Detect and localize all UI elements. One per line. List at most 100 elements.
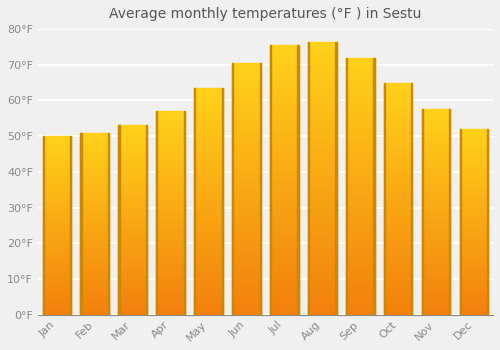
Bar xyxy=(80,238,109,240)
Bar xyxy=(270,261,298,264)
Bar xyxy=(156,311,185,313)
Bar xyxy=(194,174,223,176)
Bar xyxy=(270,256,298,258)
Bar xyxy=(194,299,223,301)
Bar xyxy=(194,217,223,219)
Bar xyxy=(308,274,336,276)
Bar xyxy=(232,202,260,204)
Bar xyxy=(384,175,412,178)
Bar xyxy=(194,242,223,244)
Bar xyxy=(308,159,336,162)
Bar xyxy=(194,127,223,129)
Bar xyxy=(80,216,109,218)
Bar xyxy=(80,153,109,154)
Bar xyxy=(460,159,488,161)
Bar xyxy=(42,163,71,165)
Bar xyxy=(118,203,147,205)
Bar xyxy=(42,158,71,159)
Bar xyxy=(422,188,450,189)
Bar xyxy=(42,190,71,191)
Bar xyxy=(156,160,185,162)
Bar xyxy=(232,211,260,214)
Bar xyxy=(346,207,374,209)
Bar xyxy=(80,308,109,309)
Bar xyxy=(384,313,412,315)
Bar xyxy=(156,278,185,280)
Bar xyxy=(270,290,298,293)
Bar xyxy=(346,68,374,70)
Bar xyxy=(308,72,336,74)
Bar xyxy=(384,173,412,175)
Bar xyxy=(422,272,450,274)
Bar xyxy=(460,218,488,220)
Bar xyxy=(308,134,336,137)
Bar xyxy=(270,296,298,299)
Bar xyxy=(384,122,412,124)
Bar xyxy=(118,212,147,215)
Bar xyxy=(308,296,336,299)
Bar xyxy=(118,237,147,239)
Bar xyxy=(422,165,450,167)
Bar xyxy=(118,296,147,298)
Bar xyxy=(232,108,260,111)
Bar xyxy=(194,179,223,181)
Bar xyxy=(156,115,185,117)
Bar xyxy=(346,173,374,176)
Bar xyxy=(232,156,260,159)
Bar xyxy=(80,166,109,167)
Bar xyxy=(42,251,71,252)
Bar xyxy=(232,80,260,83)
Bar xyxy=(194,115,223,118)
Bar xyxy=(270,247,298,250)
Bar xyxy=(422,183,450,186)
Bar xyxy=(270,156,298,159)
Bar xyxy=(80,282,109,284)
Bar xyxy=(232,280,260,282)
Bar xyxy=(346,204,374,207)
Bar xyxy=(346,274,374,276)
Bar xyxy=(270,180,298,183)
Bar xyxy=(460,198,488,199)
Bar xyxy=(384,303,412,306)
Bar xyxy=(80,257,109,258)
Bar xyxy=(146,126,147,315)
Bar xyxy=(232,206,260,209)
Bar xyxy=(460,177,488,179)
Bar xyxy=(384,266,412,268)
Bar xyxy=(422,235,450,237)
Bar xyxy=(346,142,374,145)
Bar xyxy=(346,186,374,189)
Bar xyxy=(422,163,450,165)
Bar xyxy=(346,58,347,315)
Bar xyxy=(346,215,374,217)
Bar xyxy=(118,247,147,248)
Bar xyxy=(194,167,223,170)
Bar xyxy=(118,218,147,220)
Bar xyxy=(156,217,185,219)
Bar xyxy=(156,262,185,264)
Bar xyxy=(80,198,109,200)
Bar xyxy=(308,143,336,145)
Bar xyxy=(194,102,223,104)
Bar xyxy=(308,205,336,208)
Bar xyxy=(460,294,488,296)
Bar xyxy=(156,219,185,221)
Bar xyxy=(194,244,223,247)
Bar xyxy=(346,155,374,158)
Bar xyxy=(422,136,450,138)
Bar xyxy=(308,225,336,228)
Bar xyxy=(308,69,336,72)
Bar xyxy=(42,202,71,204)
Bar xyxy=(80,189,109,191)
Bar xyxy=(194,270,223,272)
Bar xyxy=(384,261,412,264)
Bar xyxy=(42,193,71,195)
Bar xyxy=(460,211,488,213)
Bar xyxy=(232,287,260,289)
Bar xyxy=(42,213,71,215)
Bar xyxy=(460,302,488,304)
Bar xyxy=(80,163,109,166)
Bar xyxy=(270,250,298,253)
Bar xyxy=(460,129,461,315)
Bar xyxy=(42,149,71,150)
